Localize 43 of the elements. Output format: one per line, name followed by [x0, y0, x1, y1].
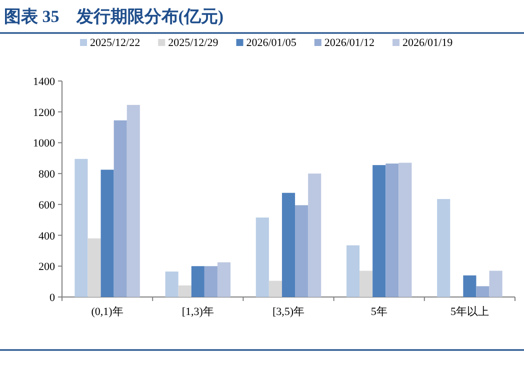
y-tick-label: 1000	[33, 138, 56, 150]
y-tick-label: 400	[38, 230, 56, 242]
y-tick-label: 1400	[33, 76, 56, 88]
bar	[463, 275, 476, 297]
y-tick-label: 1200	[33, 106, 56, 119]
bar	[346, 245, 360, 297]
bar	[476, 286, 490, 297]
bar	[256, 218, 269, 297]
x-tick-label: [1,3)年	[182, 306, 214, 318]
bar	[282, 192, 296, 297]
bar	[295, 205, 308, 297]
bar	[217, 262, 231, 297]
bar	[489, 270, 502, 297]
bar	[308, 174, 322, 297]
x-tick-label: 5年以上	[450, 305, 489, 318]
bar	[114, 120, 127, 297]
bar	[372, 165, 386, 297]
bar	[437, 199, 450, 297]
bar	[178, 285, 192, 297]
bar	[88, 238, 101, 297]
legend-label: 2025/12/29	[168, 37, 219, 49]
bar	[165, 272, 178, 297]
x-tick-label: [3,5)年	[272, 306, 305, 318]
bar	[360, 270, 373, 297]
bar	[191, 266, 204, 297]
bar	[398, 162, 412, 297]
bar	[74, 158, 88, 297]
y-tick-label: 800	[38, 168, 56, 181]
bar	[204, 266, 218, 297]
bar	[386, 164, 399, 297]
legend-label: 2025/12/22	[90, 37, 140, 49]
chart-title: 图表 35 发行期限分布(亿元)	[4, 7, 224, 26]
y-tick-label: 600	[38, 199, 56, 212]
legend-label: 2026/01/12	[324, 37, 374, 49]
legend-label: 2026/01/19	[402, 37, 454, 49]
bar	[100, 170, 114, 297]
bar	[268, 280, 282, 297]
legend-label: 2026/01/05	[246, 37, 297, 49]
y-tick-label: 200	[38, 261, 56, 274]
bar	[126, 104, 140, 297]
x-tick-label: 5年	[370, 306, 388, 318]
x-tick-label: (0,1)年	[91, 306, 124, 318]
y-tick-label: 0	[50, 292, 56, 304]
